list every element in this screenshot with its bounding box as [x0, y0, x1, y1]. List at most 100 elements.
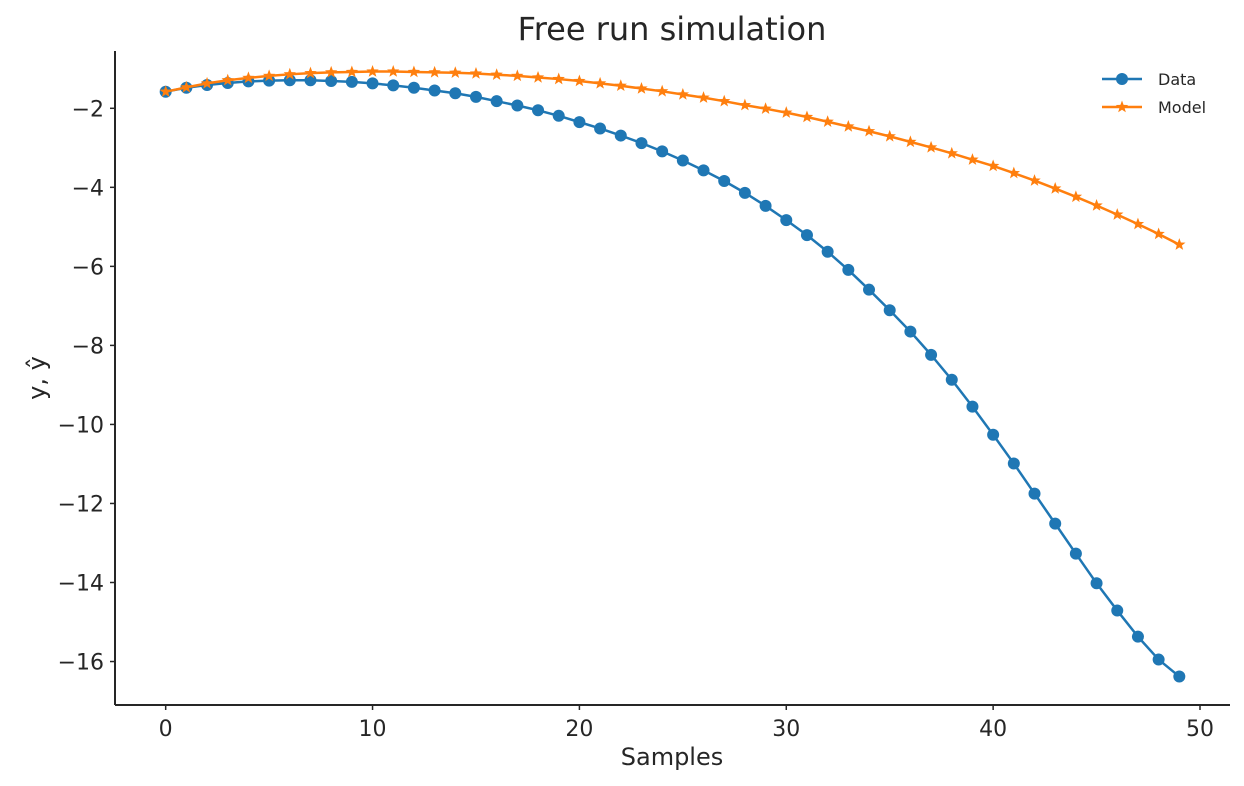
x-axis-label: Samples [621, 743, 724, 771]
data-point-data [552, 109, 565, 122]
x-tick-label: 50 [1186, 717, 1214, 742]
data-point-data [966, 400, 979, 413]
data-point-model [387, 65, 400, 77]
data-point-data [780, 214, 793, 227]
data-point-data [697, 164, 710, 177]
data-point-model [1007, 166, 1021, 179]
data-point-data [800, 229, 813, 242]
data-point-data [738, 186, 751, 199]
data-point-model [718, 94, 731, 107]
data-point-model [366, 65, 379, 77]
data-point-model [924, 140, 938, 153]
data-point-data [1131, 630, 1144, 643]
data-point-data [863, 283, 876, 296]
data-point-data [490, 95, 503, 108]
y-ticks: −2 −4 −6 −8 −10 −12 −14 −16 [58, 97, 115, 676]
data-point-model [304, 66, 317, 79]
data-point-data [987, 428, 1000, 441]
x-tick-label: 10 [359, 717, 387, 742]
data-point-model [573, 74, 586, 87]
data-point-data [656, 145, 669, 158]
x-tick-label: 40 [979, 717, 1007, 742]
data-point-data [718, 175, 731, 188]
data-point-data [407, 81, 420, 94]
data-point-data [511, 99, 524, 112]
data-point-data [1028, 487, 1041, 500]
y-tick-label: −8 [72, 334, 104, 359]
data-point-model [1111, 208, 1124, 220]
data-point-model [531, 70, 545, 83]
data-point-model [986, 159, 1000, 172]
legend-marker-model [1115, 100, 1129, 113]
data-point-model [821, 115, 834, 127]
data-point-model [883, 129, 896, 142]
x-ticks: 0 10 20 30 40 50 [159, 705, 1214, 742]
data-point-data [387, 79, 400, 92]
data-point-model [593, 76, 607, 89]
data-point-model [1049, 182, 1062, 194]
y-tick-label: −16 [58, 651, 104, 676]
x-tick-label: 20 [565, 717, 593, 742]
series-line-model [165, 70, 1180, 246]
data-point-data [469, 90, 482, 103]
y-tick-label: −14 [58, 571, 104, 596]
y-tick-label: −10 [58, 413, 104, 438]
legend-label-model: Model [1158, 98, 1206, 117]
chart-title: Free run simulation [518, 10, 827, 48]
data-point-model [552, 72, 565, 85]
data-point-data [904, 325, 917, 338]
y-tick-label: −12 [58, 492, 104, 517]
data-point-data [821, 245, 834, 258]
data-point-model [635, 82, 648, 94]
data-point-model [800, 110, 814, 123]
data-point-data [304, 74, 317, 87]
data-point-model [966, 153, 979, 165]
y-tick-label: −4 [72, 176, 104, 201]
data-point-data [635, 137, 648, 150]
data-point-model [945, 146, 958, 159]
legend-label-data: Data [1158, 70, 1196, 89]
data-point-model [511, 69, 524, 82]
data-point-data [1090, 577, 1103, 590]
data-point-model [180, 80, 193, 93]
data-point-data [366, 77, 379, 90]
data-point-model [200, 76, 214, 89]
data-point-model [780, 106, 793, 118]
data-point-model [324, 65, 338, 78]
data-point-data [945, 373, 958, 386]
data-point-data [532, 104, 545, 117]
data-point-model [262, 69, 276, 82]
data-point-data [428, 84, 441, 97]
data-point-model [221, 73, 234, 86]
y-axis-label: y, ŷ [23, 356, 51, 400]
data-point-data [594, 122, 607, 135]
data-point-model [904, 135, 917, 148]
data-point-data [1069, 547, 1082, 560]
data-point-model [345, 65, 359, 78]
data-point-model [862, 124, 876, 137]
data-point-model [697, 91, 710, 103]
data-point-data [1007, 457, 1020, 470]
x-tick-label: 0 [159, 717, 173, 742]
data-point-model [1028, 174, 1041, 186]
data-point-data [1152, 653, 1165, 666]
data-point-model [159, 85, 172, 97]
plot-area [159, 65, 1186, 683]
data-point-data [325, 75, 338, 88]
data-point-model [1173, 238, 1186, 250]
y-tick-label: −2 [72, 97, 104, 122]
data-point-data [842, 263, 855, 276]
data-point-model [1152, 227, 1165, 240]
data-point-data [1173, 670, 1186, 683]
legend: Data Model [1102, 70, 1206, 117]
data-point-data [759, 199, 772, 212]
data-point-data [925, 348, 938, 361]
data-point-model [1090, 199, 1103, 211]
data-point-model [738, 98, 752, 111]
data-point-model [449, 66, 462, 78]
data-point-model [283, 67, 296, 80]
data-point-data [676, 154, 689, 167]
data-point-data [573, 116, 586, 129]
data-point-model [759, 102, 772, 114]
data-point-data [263, 74, 276, 87]
